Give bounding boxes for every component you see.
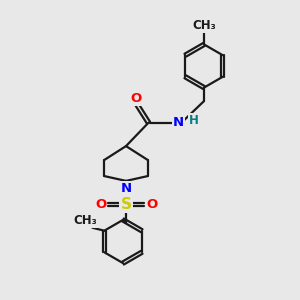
Text: H: H bbox=[189, 114, 199, 127]
Text: O: O bbox=[95, 198, 106, 211]
Text: CH₃: CH₃ bbox=[192, 19, 216, 32]
Text: CH₃: CH₃ bbox=[74, 214, 98, 227]
Text: N: N bbox=[173, 116, 184, 129]
Text: O: O bbox=[130, 92, 141, 105]
Text: O: O bbox=[146, 198, 157, 211]
Text: S: S bbox=[121, 197, 131, 212]
Text: N: N bbox=[120, 182, 132, 195]
